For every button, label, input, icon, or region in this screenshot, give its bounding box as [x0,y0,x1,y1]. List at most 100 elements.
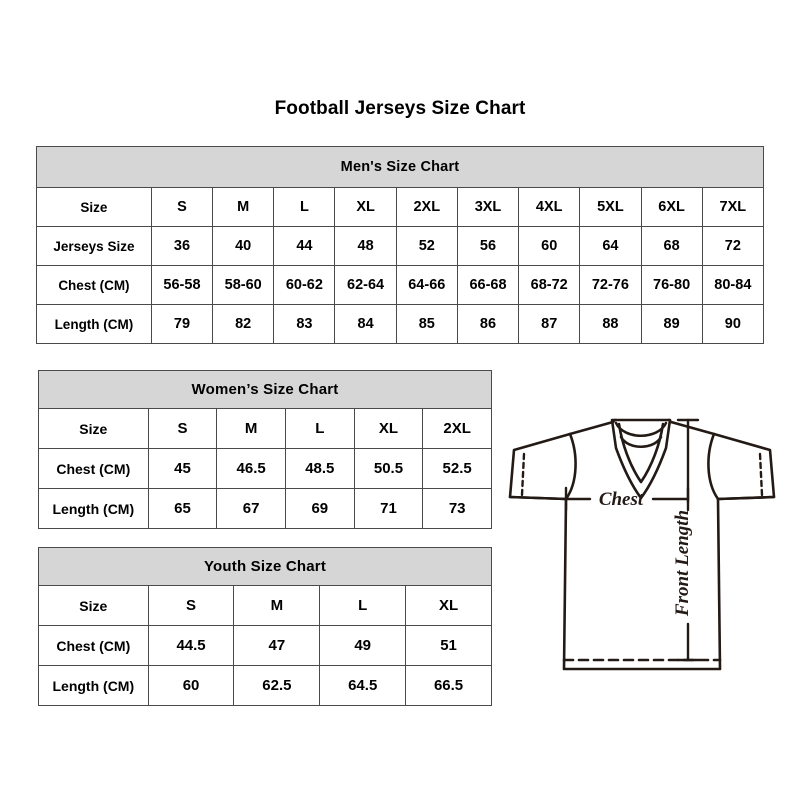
table-row: Length (CM) 79 82 83 84 85 86 87 88 89 90 [36,304,765,344]
youth-row-label-1: Length (CM) [38,665,149,706]
womens-size-header-xl: XL [353,408,424,449]
womens-cell-r0-c1: 46.5 [216,448,286,489]
mens-cell-r1-c0: 56-58 [150,265,214,305]
jersey-measurement-diagram: Chest Front Length [498,392,786,684]
left-armhole-seam [564,432,577,501]
youth-size-header-s: S [147,585,235,626]
mens-cell-r1-c5: 66-68 [456,265,520,305]
youth-size-table: Youth Size Chart Size S M L XL Chest (CM) 44.5 4… [38,547,492,706]
youth-size-header-label: Size [38,585,149,626]
mens-cell-r2-c7: 88 [579,304,642,344]
mens-size-header-3xl: 3XL [456,187,520,227]
mens-cell-r2-c4: 85 [395,304,458,344]
womens-cell-r0-c3: 50.5 [353,448,424,489]
mens-cell-r1-c8: 76-80 [640,265,703,305]
youth-cell-r1-c1: 62.5 [233,665,321,706]
mens-size-header-4xl: 4XL [518,187,581,227]
youth-size-header-l: L [319,585,407,626]
chest-label: Chest [599,489,644,510]
collar-arc-upper [614,421,668,437]
womens-cell-r1-c3: 71 [353,488,424,529]
youth-cell-r0-c1: 47 [233,625,321,666]
mens-cell-r2-c0: 79 [150,304,214,344]
mens-cell-r2-c6: 87 [518,304,581,344]
youth-table-caption: Youth Size Chart [38,547,492,586]
mens-cell-r0-c5: 56 [456,226,520,266]
mens-cell-r0-c8: 68 [640,226,703,266]
mens-cell-r2-c8: 89 [640,304,703,344]
mens-size-header-xl: XL [334,187,397,227]
mens-cell-r1-c3: 62-64 [334,265,397,305]
mens-size-table: Men's Size Chart Size S M L XL 2XL 3XL 4XL 5XL 6XL… [36,146,765,344]
mens-cell-r0-c0: 36 [150,226,214,266]
womens-size-header-label: Size [38,408,149,449]
left-cuff-stitch [520,452,526,497]
youth-row-label-0: Chest (CM) [38,625,149,666]
front-length-label: Front Length [672,510,693,617]
mens-cell-r2-c3: 84 [334,304,397,344]
table-row: Length (CM) 60 62.5 64.5 66.5 [38,665,492,706]
youth-cell-r1-c0: 60 [147,665,235,706]
womens-table-caption: Women’s Size Chart [38,370,492,409]
youth-size-header-m: M [233,585,321,626]
collar-arc-lower [619,435,663,449]
womens-header-row: Size S M L XL 2XL [38,408,492,449]
body-outline [508,495,776,671]
mens-cell-r1-c1: 58-60 [212,265,275,305]
youth-cell-r1-c3: 66.5 [405,665,492,706]
womens-cell-r1-c2: 69 [284,488,355,529]
womens-size-header-l: L [284,408,355,449]
mens-cell-r1-c6: 68-72 [518,265,581,305]
mens-cell-r2-c1: 82 [212,304,275,344]
table-row: Length (CM) 65 67 69 71 73 [38,488,492,529]
womens-size-header-2xl: 2XL [422,408,492,449]
mens-cell-r0-c4: 52 [395,226,458,266]
mens-cell-r0-c9: 72 [701,226,765,266]
womens-row-label-1: Length (CM) [38,488,149,529]
mens-size-header-label: Size [36,187,152,227]
youth-caption-row: Youth Size Chart [38,547,492,586]
youth-cell-r0-c0: 44.5 [147,625,235,666]
youth-size-header-xl: XL [405,585,492,626]
mens-caption-row: Men's Size Chart [36,146,764,188]
table-row: Chest (CM) 44.5 47 49 51 [38,625,492,666]
womens-cell-r1-c1: 67 [216,488,286,529]
mens-size-header-5xl: 5XL [579,187,642,227]
mens-cell-r2-c9: 90 [701,304,765,344]
table-row: Chest (CM) 45 46.5 48.5 50.5 52.5 [38,448,492,489]
mens-size-header-l: L [273,187,336,227]
right-armhole-seam [707,432,720,501]
right-sleeve-outline [669,420,776,501]
mens-row-label-2: Length (CM) [36,304,152,344]
mens-cell-r2-c5: 86 [456,304,520,344]
mens-size-header-2xl: 2XL [395,187,458,227]
mens-cell-r0-c7: 64 [579,226,642,266]
mens-size-header-m: M [212,187,275,227]
mens-header-row: Size S M L XL 2XL 3XL 4XL 5XL 6XL 7XL [36,187,765,227]
womens-cell-r0-c4: 52.5 [422,448,492,489]
v-neck-collar-outer [610,418,672,500]
mens-cell-r0-c6: 60 [518,226,581,266]
mens-size-header-7xl: 7XL [701,187,765,227]
mens-row-label-0: Jerseys Size [36,226,152,266]
youth-cell-r1-c2: 64.5 [319,665,407,706]
mens-size-header-6xl: 6XL [640,187,703,227]
womens-size-header-s: S [147,408,218,449]
mens-cell-r2-c2: 83 [273,304,336,344]
womens-caption-row: Women’s Size Chart [38,370,492,409]
mens-table-caption: Men's Size Chart [36,146,764,188]
youth-cell-r0-c3: 51 [405,625,492,666]
mens-cell-r1-c9: 80-84 [701,265,765,305]
womens-cell-r0-c0: 45 [147,448,218,489]
youth-cell-r0-c2: 49 [319,625,407,666]
womens-cell-r1-c0: 65 [147,488,218,529]
womens-size-header-m: M [216,408,286,449]
mens-cell-r0-c1: 40 [212,226,275,266]
youth-header-row: Size S M L XL [38,585,492,626]
table-row: Chest (CM) 56-58 58-60 60-62 62-64 64-66 66-68… [36,265,765,305]
mens-cell-r0-c3: 48 [334,226,397,266]
mens-cell-r1-c7: 72-76 [579,265,642,305]
womens-cell-r1-c4: 73 [422,488,492,529]
left-sleeve-outline [508,420,615,501]
table-row: Jerseys Size 36 40 44 48 52 56 60 64 68 72 [36,226,765,266]
